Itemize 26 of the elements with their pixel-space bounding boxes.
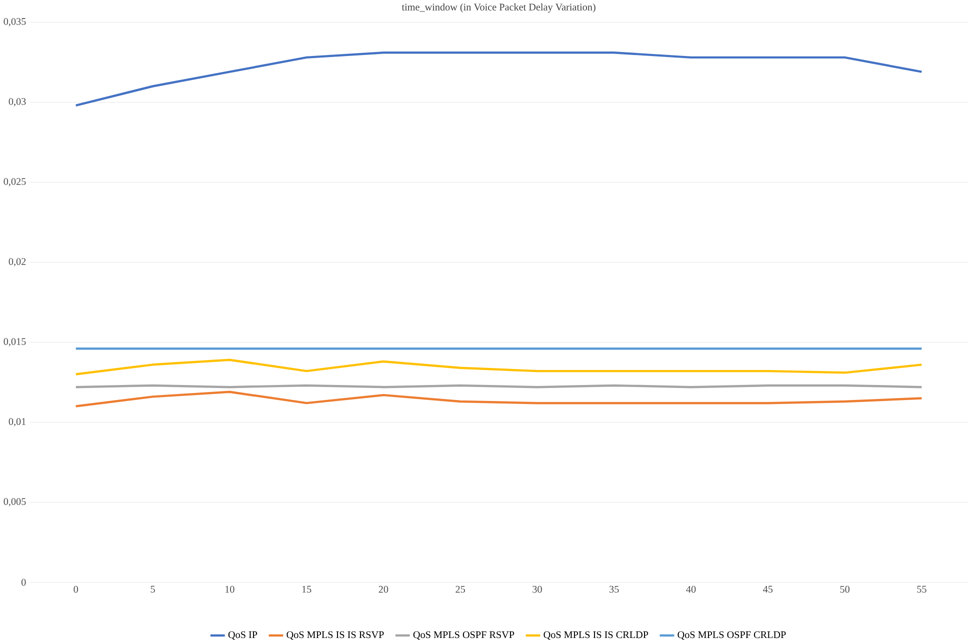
x-tick-label: 0 xyxy=(74,586,78,593)
x-tick-label: 30 xyxy=(532,586,542,593)
y-tick-label: 0 xyxy=(21,579,26,586)
x-tick-label: 20 xyxy=(378,586,388,593)
chart-title: time_window (in Voice Packet Delay Variation) xyxy=(402,4,596,13)
x-tick-label: 15 xyxy=(302,586,312,593)
x-tick-label: 10 xyxy=(225,586,234,593)
y-tick-label: 0,025 xyxy=(4,178,26,187)
legend-label: QoS MPLS IS IS CRLDP xyxy=(544,632,648,640)
legend-label: QoS MPLS IS IS RSVP xyxy=(286,632,384,640)
y-tick-label: 0,035 xyxy=(4,18,26,27)
x-tick-label: 40 xyxy=(686,586,696,593)
legend-label: QoS IP xyxy=(228,632,258,640)
x-tick-label: 25 xyxy=(456,586,465,593)
y-tick-label: 0,02 xyxy=(8,258,26,267)
legend-label: QoS MPLS OSPF RSVP xyxy=(413,632,514,640)
x-tick-label: 45 xyxy=(763,586,773,593)
y-tick-label: 0,005 xyxy=(4,498,26,507)
x-tick-label: 5 xyxy=(150,586,155,593)
legend-label: QoS MPLS OSPF CRLDP xyxy=(678,632,786,640)
y-tick-label: 0,015 xyxy=(4,338,26,347)
x-tick-label: 35 xyxy=(610,586,619,593)
x-tick-label: 55 xyxy=(917,586,926,593)
y-tick-label: 0,03 xyxy=(8,98,26,107)
x-tick-label: 50 xyxy=(840,586,850,593)
y-tick-label: 0,01 xyxy=(8,418,26,427)
